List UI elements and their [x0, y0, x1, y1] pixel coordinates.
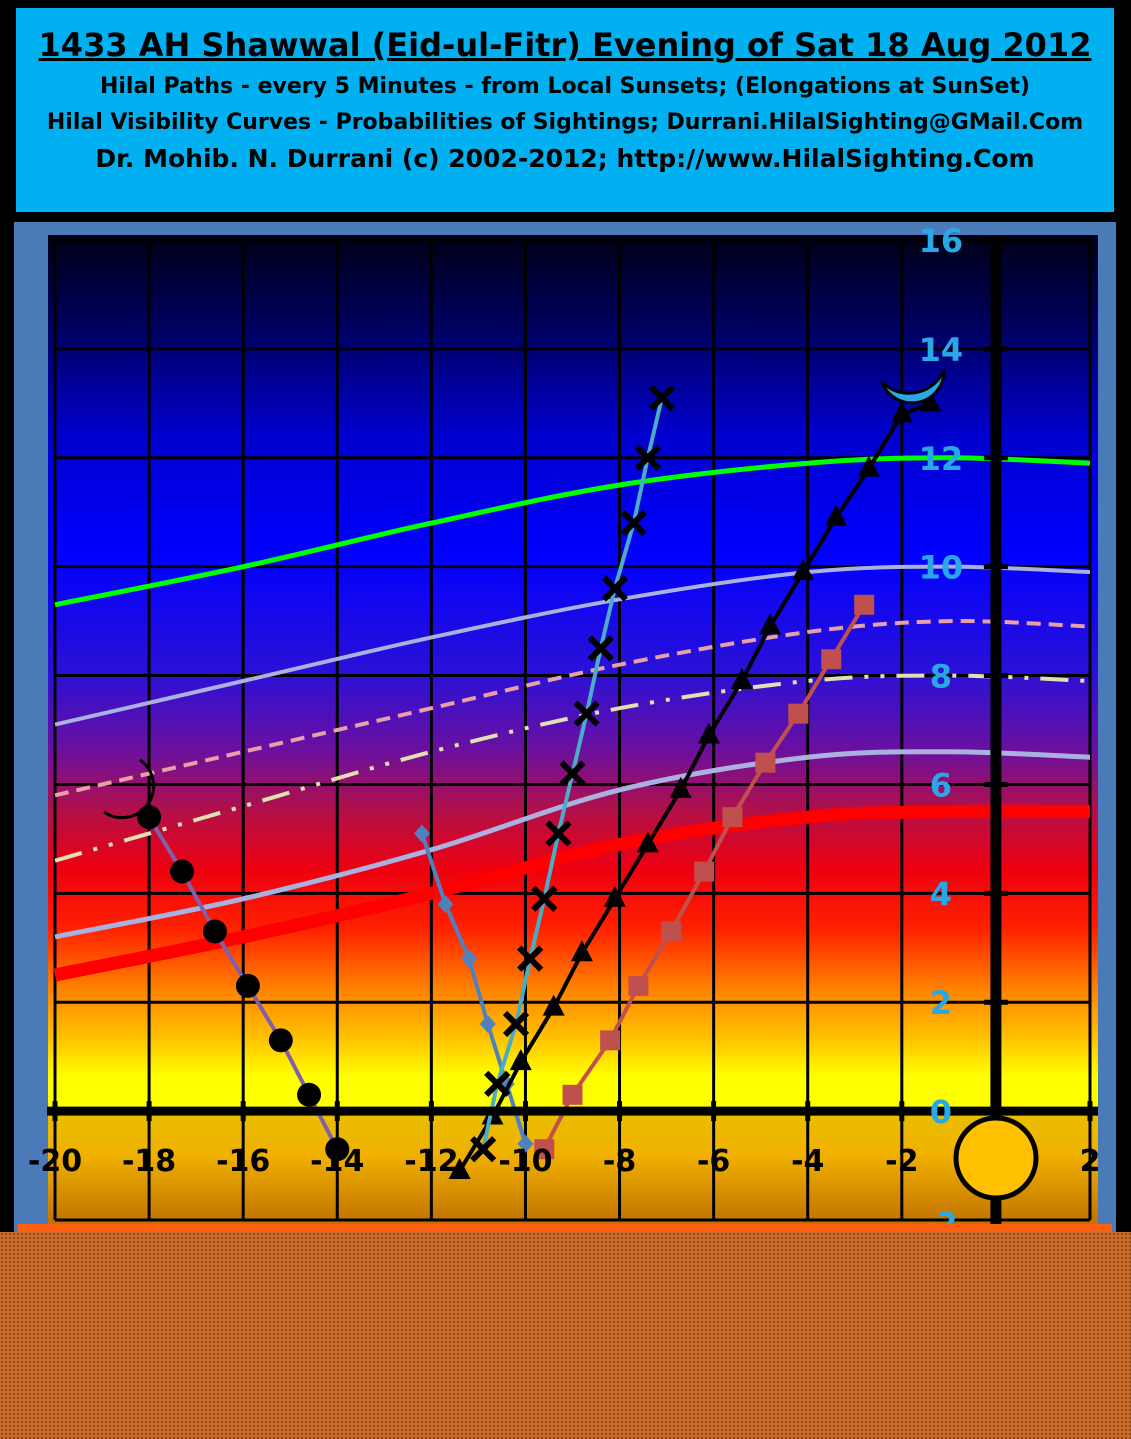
- visibility-curve-lavender: [54, 564, 1091, 727]
- square-marker: [600, 1030, 621, 1051]
- visibility-curves: [53, 455, 1091, 982]
- path-line-triangles: [457, 401, 931, 1173]
- y-tick-label: 4: [930, 875, 952, 913]
- visibility-curve-red: [53, 804, 1091, 982]
- circle-marker: [325, 1137, 350, 1162]
- x-tick-label: -4: [791, 1144, 824, 1179]
- x-tick-label: -6: [697, 1144, 730, 1179]
- square-marker: [661, 921, 682, 942]
- square-marker: [788, 703, 809, 724]
- visibility-curve-lavender-low: [54, 749, 1091, 940]
- circle-marker: [202, 919, 227, 944]
- visibility-curve-pink-dash: [54, 619, 1091, 798]
- x-tick-label: -20: [28, 1144, 82, 1179]
- x-marker: [587, 635, 614, 662]
- diamond-marker: [479, 1015, 496, 1033]
- subtitle-curves: Hilal Visibility Curves - Probabilities …: [46, 110, 1084, 135]
- diamond-marker: [437, 895, 454, 914]
- x-marker: [620, 509, 647, 537]
- square-marker: [755, 752, 776, 773]
- square-marker: [854, 594, 875, 615]
- subtitle-paths: Hilal Paths - every 5 Minutes - from Loc…: [99, 74, 1031, 99]
- diamond-marker: [461, 949, 477, 968]
- sun-icon: [953, 1115, 1039, 1201]
- bottom-patterned-area: [0, 1232, 1131, 1439]
- square-marker: [534, 1139, 555, 1160]
- circle-marker: [297, 1082, 322, 1107]
- header-banner: 1433 AH Shawwal (Eid-ul-Fitr) Evening of…: [14, 6, 1116, 214]
- circle-marker: [235, 973, 260, 998]
- x-tick-label: -12: [404, 1144, 458, 1179]
- triangle-marker: [792, 559, 815, 581]
- x-marker: [531, 885, 558, 912]
- crescent-moon-icon: [880, 369, 946, 405]
- y-tick-label: 8: [930, 658, 952, 696]
- triangle-marker: [509, 1049, 532, 1071]
- crescent-icons: [103, 369, 946, 820]
- diamond-marker: [413, 824, 430, 843]
- x-marker: [469, 1136, 497, 1163]
- x-tick-label: -14: [310, 1144, 364, 1179]
- triangle-marker: [697, 722, 720, 744]
- triangle-marker: [919, 390, 942, 412]
- tick-labels: 0246810121416-2-20-18-16-14-12-10-8-6-4-…: [28, 222, 1101, 1242]
- circle-marker: [137, 805, 162, 830]
- y-tick-label: 14: [919, 331, 964, 369]
- x-marker: [517, 945, 544, 972]
- x-marker: [634, 444, 661, 471]
- x-marker: [601, 575, 628, 602]
- triangle-marker: [448, 1158, 471, 1179]
- diamond-marker: [517, 1134, 534, 1153]
- triangle-marker: [669, 776, 692, 798]
- x-marker: [545, 820, 572, 847]
- crescent-moon-icon: [103, 758, 156, 820]
- x-marker: [484, 1070, 511, 1098]
- path-line-makkah: [420, 832, 528, 1145]
- y-tick-label: 2: [930, 984, 952, 1022]
- subtitle-author: Dr. Mohib. N. Durrani (c) 2002-2012; htt…: [95, 144, 1035, 173]
- x-tick-label: -16: [216, 1144, 270, 1179]
- y-tick-label: 0: [930, 1093, 952, 1131]
- triangle-marker: [890, 401, 913, 423]
- x-tick-label: 2: [1080, 1144, 1101, 1179]
- triangle-marker: [570, 940, 593, 962]
- square-marker: [722, 807, 743, 828]
- x-marker: [573, 700, 600, 727]
- triangle-marker: [603, 885, 626, 907]
- page-title: 1433 AH Shawwal (Eid-ul-Fitr) Evening of…: [38, 26, 1092, 64]
- y-tick-label: 10: [919, 549, 964, 587]
- square-marker: [694, 861, 715, 882]
- circle-marker: [268, 1028, 293, 1053]
- triangle-marker: [730, 668, 753, 689]
- axes: [47, 235, 1098, 1230]
- x-tick-label: -18: [122, 1144, 176, 1179]
- x-tick-label: -2: [885, 1144, 918, 1179]
- y-tick-label: 6: [930, 766, 952, 804]
- triangle-marker: [636, 831, 659, 853]
- x-marker: [502, 1010, 530, 1038]
- hilal-paths: [137, 384, 942, 1179]
- x-marker: [648, 384, 676, 412]
- triangle-marker: [857, 455, 880, 477]
- triangle-marker: [542, 994, 565, 1016]
- y-tick-label: 12: [919, 440, 964, 478]
- square-marker: [628, 975, 649, 996]
- triangle-marker: [759, 613, 782, 635]
- x-tick-label: -10: [498, 1144, 552, 1179]
- y-tick-label: 16: [919, 222, 964, 260]
- circle-marker: [170, 859, 195, 884]
- visibility-curve-green: [54, 455, 1091, 608]
- x-tick-label: -8: [603, 1144, 636, 1179]
- x-marker: [559, 760, 586, 787]
- triangle-marker: [824, 504, 847, 526]
- square-marker: [562, 1084, 583, 1105]
- square-marker: [821, 649, 842, 670]
